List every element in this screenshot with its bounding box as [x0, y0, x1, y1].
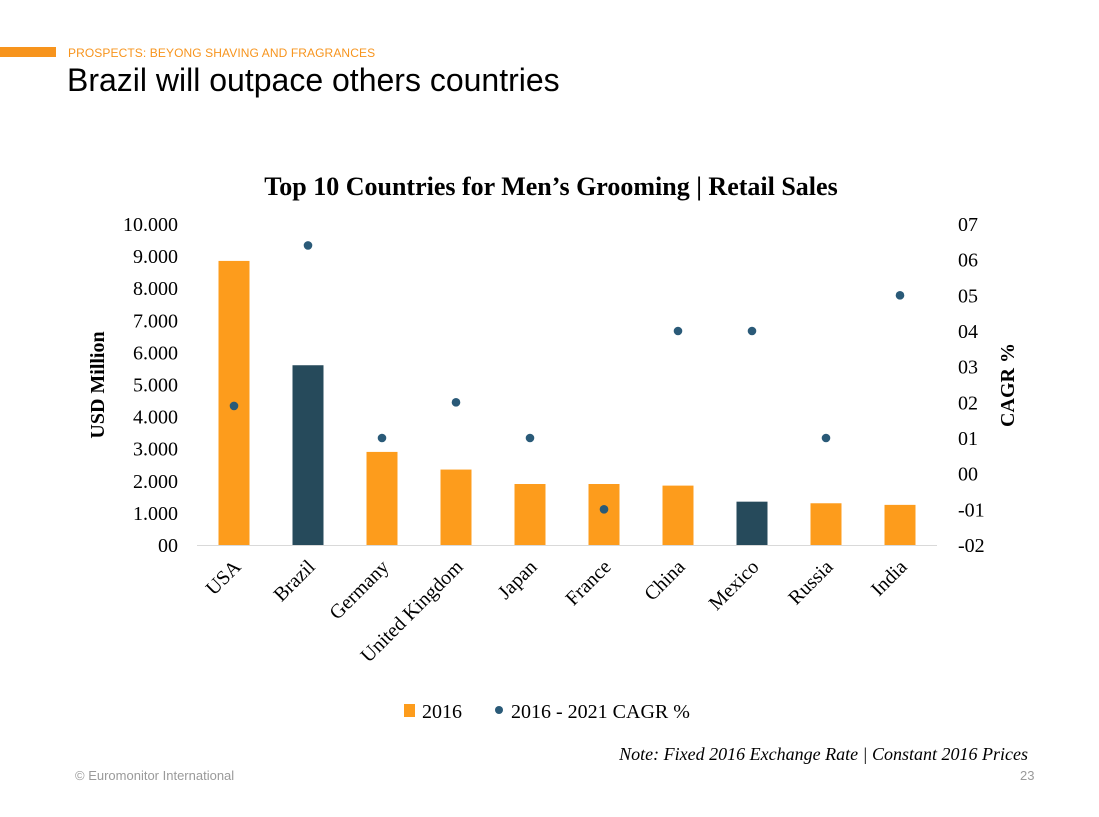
bar-france — [588, 484, 620, 545]
x-tick-label: India — [867, 556, 912, 601]
bar-india — [884, 504, 916, 545]
y2-tick-label: 05 — [958, 285, 978, 307]
y-tick-label: 6.000 — [133, 342, 178, 364]
cagr-point-united-kingdom — [451, 398, 461, 407]
x-tick-label: Mexico — [705, 556, 764, 615]
cagr-point-usa — [229, 401, 239, 411]
bar-china — [662, 485, 694, 545]
cagr-point-germany — [377, 433, 387, 443]
cagr-point-china — [673, 326, 683, 336]
y2-tick-label: 04 — [958, 321, 978, 343]
bar-series — [218, 260, 916, 545]
y-tick-label: 7.000 — [133, 310, 178, 332]
chart-legend: 2016 2016 - 2021 CAGR % — [404, 701, 690, 723]
y-axis-label: USD Million — [87, 331, 109, 438]
y2-tick-label: 01 — [958, 428, 978, 450]
accent-bar — [0, 47, 56, 57]
x-tick-label: Russia — [784, 556, 837, 609]
x-tick-label: Japan — [494, 556, 542, 604]
y2-tick-label: 03 — [958, 357, 978, 379]
y-tick-label: 4.000 — [133, 407, 178, 429]
cagr-point-japan — [525, 433, 535, 443]
y2-axis-ticks: -02 -01 00 01 02 03 04 05 06 07 — [958, 214, 985, 557]
bar-germany — [366, 451, 398, 545]
x-tick-label: USA — [202, 556, 246, 600]
y-tick-label: 00 — [158, 535, 178, 557]
chart-note: Note: Fixed 2016 Exchange Rate | Constan… — [619, 744, 1028, 764]
cagr-point-france — [599, 505, 609, 514]
cagr-point-brazil — [303, 241, 313, 250]
y2-axis-label: CAGR % — [997, 343, 1019, 427]
y-tick-label: 1.000 — [133, 503, 178, 525]
cagr-point-russia — [821, 433, 831, 443]
y2-tick-label: -01 — [958, 499, 985, 521]
x-tick-label: Brazil — [269, 556, 319, 606]
cagr-point-india — [895, 291, 905, 300]
legend-marker-cagr — [495, 706, 503, 714]
section-eyebrow: PROSPECTS: BEYONG SHAVING AND FRAGRANCES — [68, 46, 376, 60]
y-tick-label: 10.000 — [123, 214, 178, 236]
legend-label-cagr: 2016 - 2021 CAGR % — [511, 701, 690, 723]
cagr-point-mexico — [747, 326, 757, 336]
x-tick-label: France — [561, 556, 615, 610]
page-title: Brazil will outpace others countries — [67, 62, 560, 98]
page-number: 23 — [1020, 768, 1035, 783]
bar-brazil — [292, 365, 324, 545]
bar-united-kingdom — [440, 469, 472, 545]
bar-japan — [514, 484, 546, 545]
y-tick-label: 2.000 — [133, 471, 178, 493]
footer-copyright: © Euromonitor International — [75, 768, 235, 783]
bar-mexico — [736, 501, 768, 545]
y-tick-label: 3.000 — [133, 439, 178, 461]
x-tick-label: China — [640, 556, 689, 605]
y2-tick-label: 07 — [958, 214, 978, 236]
y2-tick-label: -02 — [958, 535, 985, 557]
y-axis-ticks: 00 1.000 2.000 3.000 4.000 5.000 6.000 7.000 8.0… — [123, 214, 178, 557]
chart-title: Top 10 Countries for Men’s Grooming | Re… — [264, 172, 837, 201]
y-tick-label: 8.000 — [133, 278, 178, 300]
y-tick-label: 9.000 — [133, 246, 178, 268]
cagr-series — [229, 241, 905, 514]
legend-swatch-2016 — [404, 704, 415, 717]
bar-russia — [810, 503, 842, 545]
legend-label-2016: 2016 — [422, 701, 462, 723]
y2-tick-label: 06 — [958, 250, 978, 272]
y-tick-label: 5.000 — [133, 375, 178, 397]
x-tick-label: Germany — [325, 556, 393, 624]
y2-tick-label: 02 — [958, 392, 978, 414]
y2-tick-label: 00 — [958, 464, 978, 486]
